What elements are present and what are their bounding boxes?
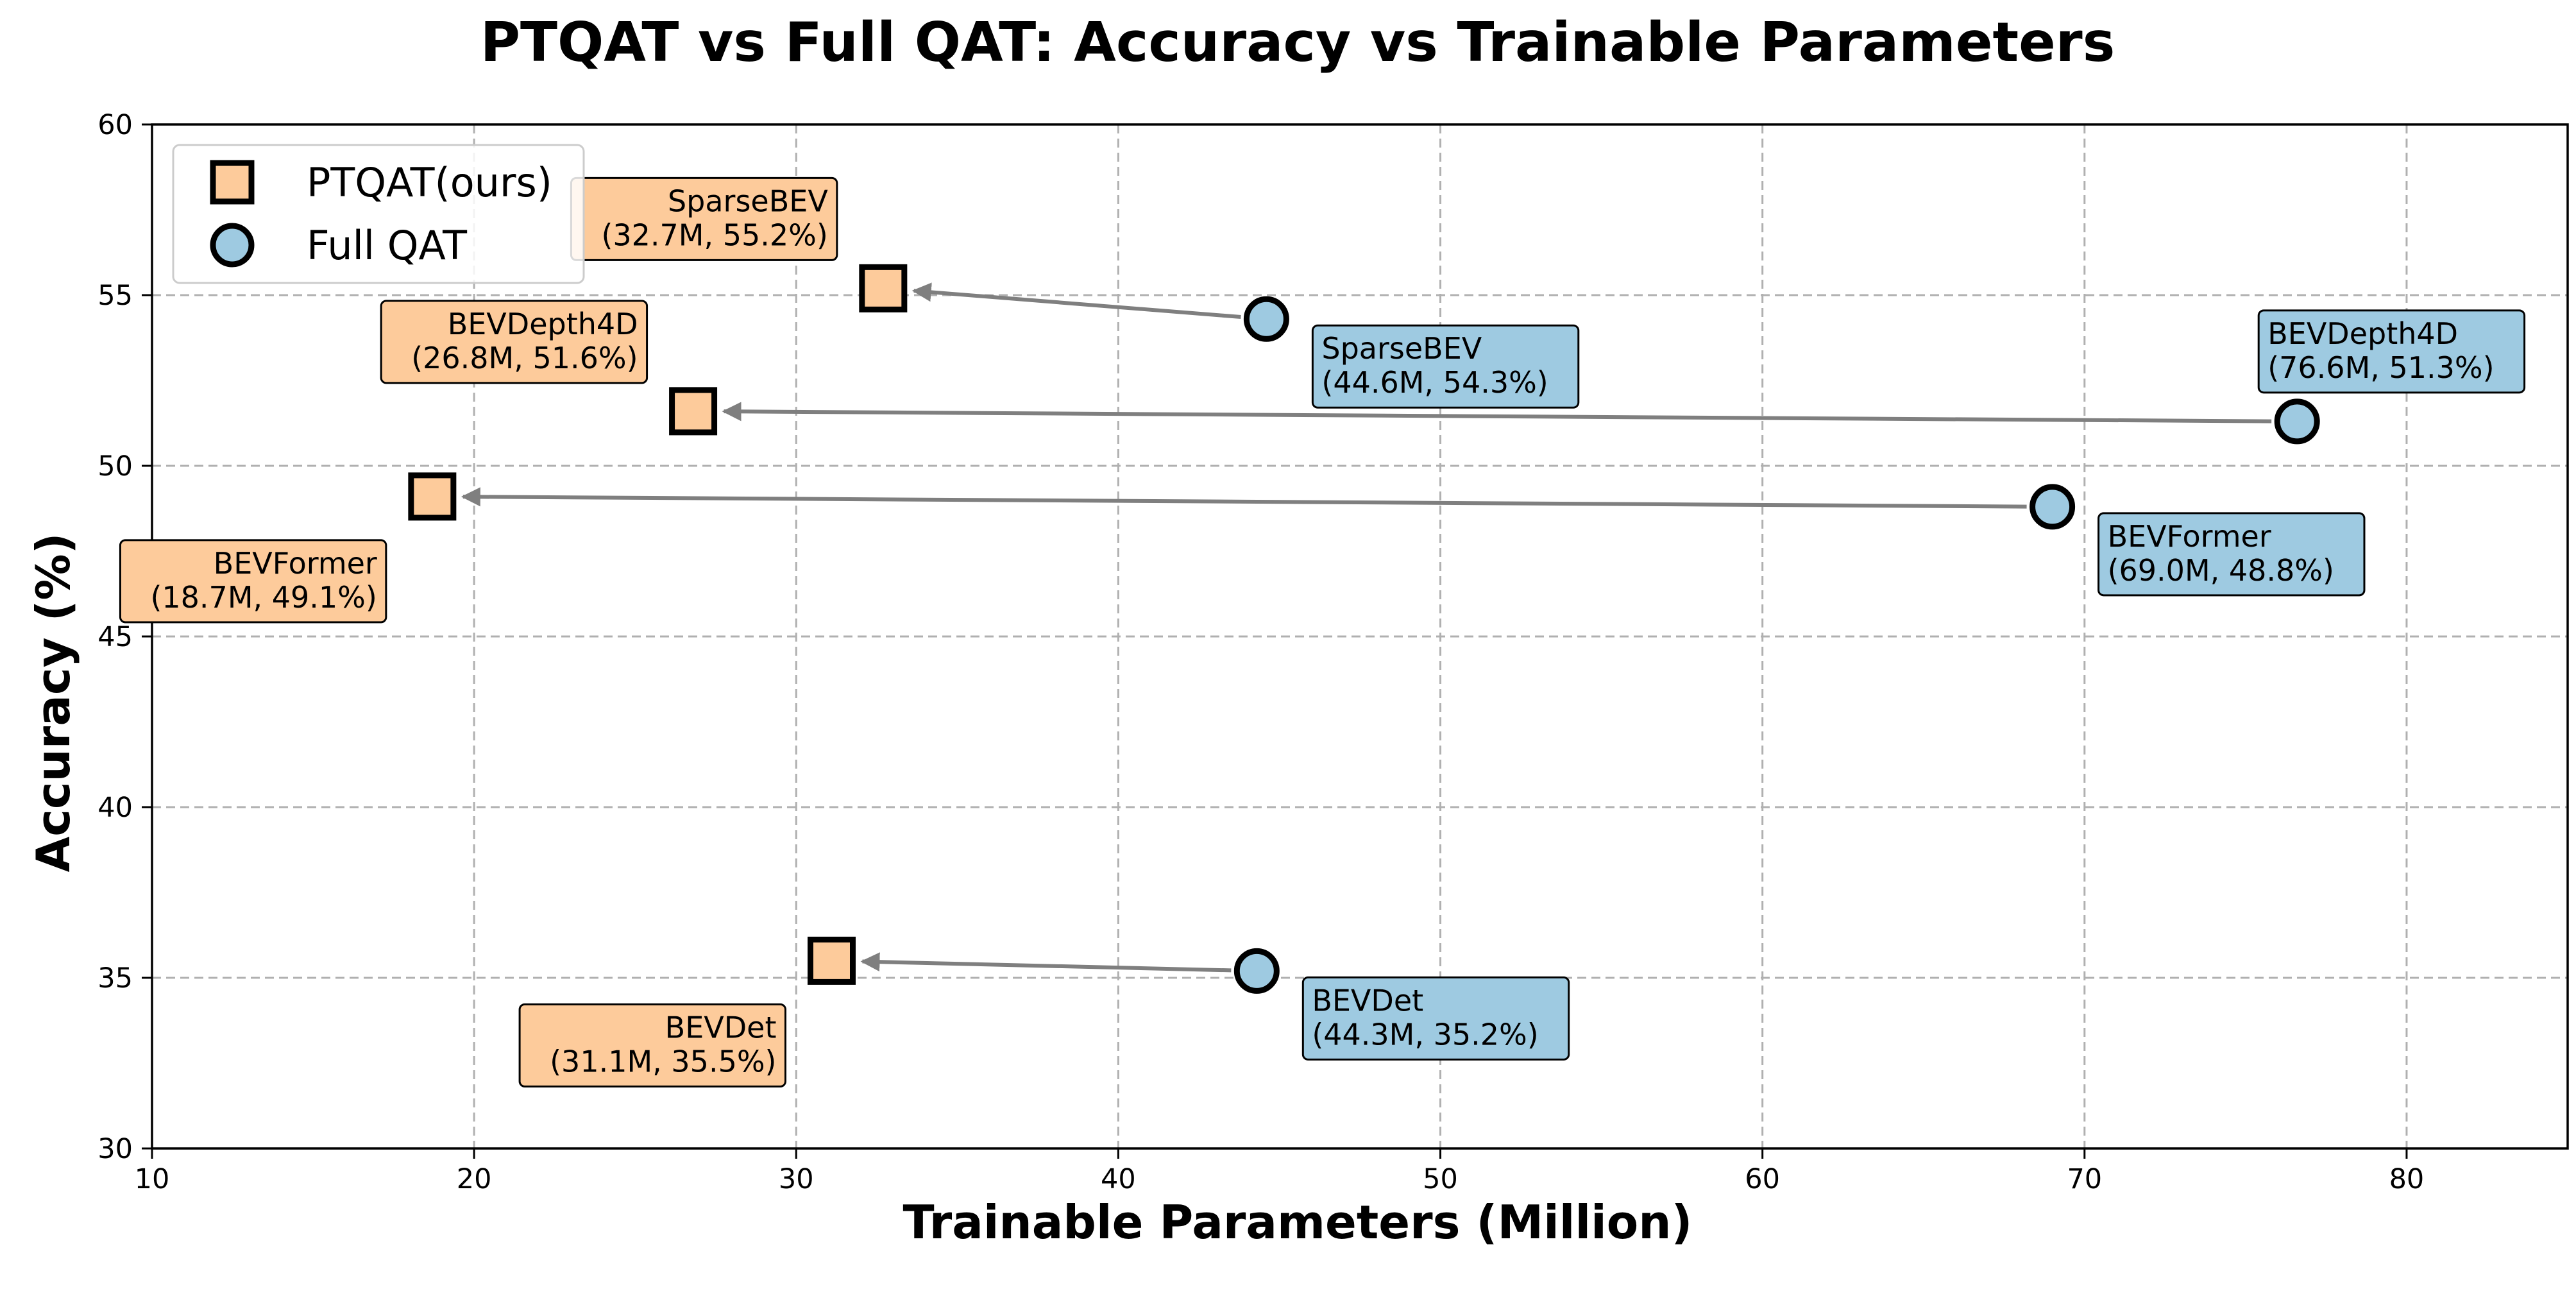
x-axis-label: Trainable Parameters (Million) bbox=[903, 1195, 1693, 1249]
x-tick-label: 70 bbox=[2067, 1163, 2102, 1195]
annotation-text: BEVDet bbox=[1312, 983, 1423, 1018]
x-tick-label: 10 bbox=[135, 1163, 170, 1195]
y-tick-label: 45 bbox=[97, 621, 133, 653]
annotation-box bbox=[1301, 976, 1570, 1061]
axes: 10 20 30 40 50 60 70 80 30 35 40 45 50 55 60 bbox=[97, 109, 2569, 1195]
annotation-text: SparseBEV bbox=[1321, 331, 1482, 366]
y-tick-label: 60 bbox=[97, 109, 133, 141]
annotation-text: BEVDepth4D bbox=[2267, 316, 2458, 351]
qat-point-sparsebev bbox=[1243, 296, 1289, 342]
ptqat-annotation-sparsebev: SparseBEV(32.7M, 55.2%) bbox=[570, 176, 838, 261]
legend-frame bbox=[172, 144, 585, 284]
annotation-text: SparseBEV bbox=[668, 183, 828, 218]
qat-point-bevformer bbox=[2029, 484, 2076, 530]
legend-label: Full QAT bbox=[307, 222, 468, 269]
arrow-sparsebev bbox=[911, 282, 1241, 320]
arrow-bevdepth4d bbox=[722, 402, 2272, 423]
plot-frame bbox=[151, 123, 2569, 1150]
grid-lines bbox=[152, 124, 2568, 1148]
annotation-text: (18.7M, 49.1%) bbox=[150, 580, 377, 615]
annotation-text: (44.3M, 35.2%) bbox=[1312, 1017, 1538, 1052]
arrow-bevformer bbox=[461, 487, 2027, 509]
markers-layer bbox=[408, 264, 2320, 994]
chart-title: PTQAT vs Full QAT: Accuracy vs Trainable… bbox=[480, 11, 2115, 74]
ptqat-point-bevformer bbox=[408, 472, 457, 521]
annotation-text: BEVDepth4D bbox=[448, 307, 638, 341]
legend: PTQAT(ours) Full QAT bbox=[172, 144, 585, 284]
qat-point-bevdet bbox=[1233, 948, 1280, 994]
x-tick-label: 30 bbox=[779, 1163, 814, 1195]
annotation-text: (69.0M, 48.8%) bbox=[2108, 553, 2334, 588]
legend-marker-qat bbox=[210, 223, 255, 268]
qat-annotation-bevformer: BEVFormer(69.0M, 48.8%) bbox=[2097, 512, 2366, 597]
ptqat-annotation-bevdepth4d: BEVDepth4D(26.8M, 51.6%) bbox=[380, 300, 648, 384]
y-tick-label: 50 bbox=[97, 450, 133, 482]
ptqat-point-bevdepth4d bbox=[669, 387, 718, 436]
y-tick-label: 30 bbox=[97, 1133, 133, 1165]
qat-annotation-sparsebev: SparseBEV(44.6M, 54.3%) bbox=[1311, 324, 1580, 409]
annotation-text: BEVDet bbox=[665, 1010, 777, 1045]
qat-annotation-bevdepth4d: BEVDepth4D(76.6M, 51.3%) bbox=[2257, 309, 2526, 394]
qat-annotation-bevdet: BEVDet(44.3M, 35.2%) bbox=[1301, 976, 1570, 1061]
arrow-bevdet bbox=[860, 952, 1232, 973]
ptqat-point-bevdet bbox=[808, 936, 856, 985]
y-axis-label: Accuracy (%) bbox=[26, 533, 80, 872]
y-tick-label: 35 bbox=[97, 962, 133, 994]
annotation-box bbox=[1311, 324, 1580, 409]
annotation-text: (44.6M, 54.3%) bbox=[1321, 365, 1548, 400]
x-tick-label: 20 bbox=[457, 1163, 492, 1195]
annotation-box bbox=[518, 1003, 787, 1088]
annotations-layer: BEVFormer(18.7M, 49.1%)BEVDepth4D(26.8M,… bbox=[119, 176, 2526, 1088]
annotation-text: BEVFormer bbox=[214, 546, 377, 581]
annotation-text: BEVFormer bbox=[2108, 519, 2271, 554]
y-tick-label: 40 bbox=[97, 792, 133, 824]
y-tick-label: 55 bbox=[97, 280, 133, 312]
qat-point-bevdepth4d bbox=[2274, 398, 2320, 445]
ptqat-annotation-bevdet: BEVDet(31.1M, 35.5%) bbox=[518, 1003, 787, 1088]
annotation-box bbox=[119, 539, 387, 624]
legend-marker-ptqat bbox=[210, 160, 255, 205]
annotation-text: (32.7M, 55.2%) bbox=[601, 218, 827, 252]
ptqat-point-sparsebev bbox=[859, 264, 908, 312]
annotation-box bbox=[380, 300, 648, 384]
ptqat-annotation-bevformer: BEVFormer(18.7M, 49.1%) bbox=[119, 539, 387, 624]
annotation-text: (26.8M, 51.6%) bbox=[411, 341, 638, 375]
annotation-text: (76.6M, 51.3%) bbox=[2267, 350, 2494, 385]
legend-label: PTQAT(ours) bbox=[307, 159, 552, 206]
x-tick-label: 40 bbox=[1101, 1163, 1136, 1195]
annotation-text: (31.1M, 35.5%) bbox=[550, 1044, 776, 1079]
annotation-box bbox=[2097, 512, 2366, 597]
x-tick-label: 60 bbox=[1745, 1163, 1780, 1195]
arrows-layer bbox=[461, 282, 2272, 973]
annotation-box bbox=[2257, 309, 2526, 394]
x-tick-label: 80 bbox=[2389, 1163, 2425, 1195]
x-tick-label: 50 bbox=[1423, 1163, 1458, 1195]
